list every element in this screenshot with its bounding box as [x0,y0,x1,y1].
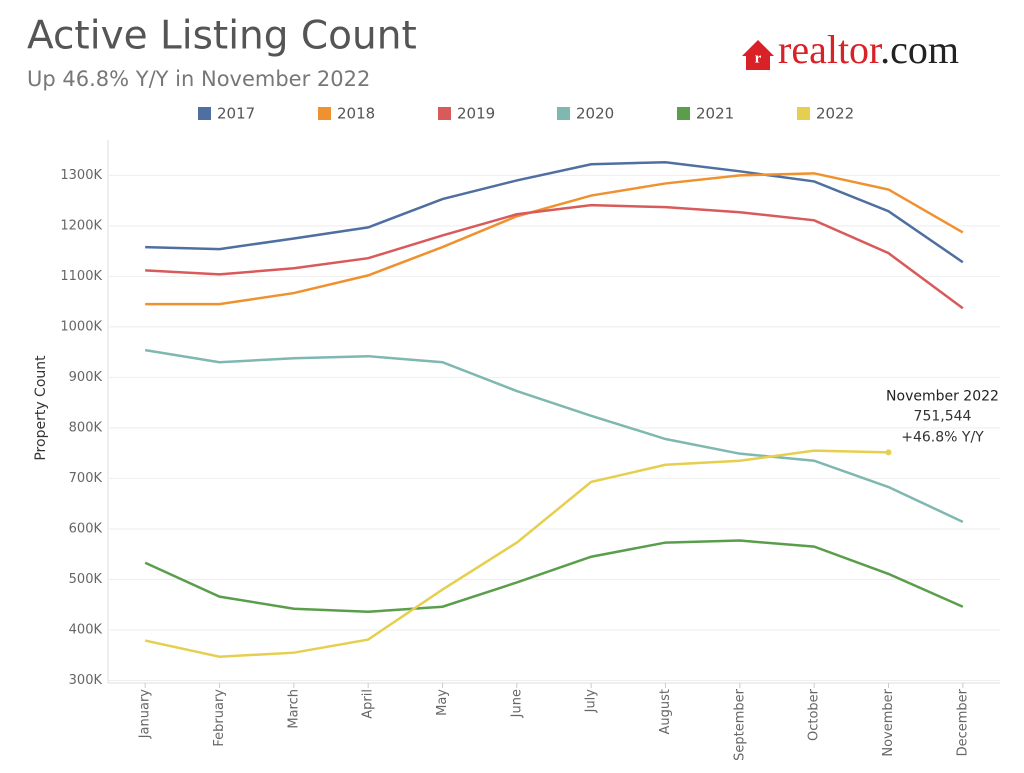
legend-swatch [797,107,810,120]
x-tick-label: July [584,689,599,714]
x-tick-label: June [509,689,524,718]
series-line [144,449,889,658]
series-line [145,160,964,264]
x-tick-label: November [881,688,896,756]
series-line [144,539,964,614]
y-axis-label: Property Count [33,355,49,461]
logo-text: realtor.com [778,27,959,72]
x-tick-label: October [807,688,822,741]
logo: r realtor.com [742,27,959,72]
legend-swatch [557,107,570,120]
y-tick-label: 700K [69,471,103,486]
y-tick-label: 1000K [60,319,102,334]
y-tick-label: 500K [69,572,103,587]
annotation-text: +46.8% Y/Y [901,429,984,445]
legend-label: 2021 [696,105,734,123]
y-tick-label: 400K [69,622,103,637]
y-tick-label: 600K [69,521,103,536]
logo-icon-letter: r [755,50,762,66]
data-label: 751,544 [914,408,972,424]
series-line [145,172,964,306]
x-tick-label: April [361,689,376,719]
legend-label: 2017 [217,105,255,123]
legend-label: 2020 [576,105,614,123]
y-tick-label: 900K [69,370,103,385]
series-line [145,203,964,310]
y-tick-label: 1100K [60,269,102,284]
logo-suffix: .com [880,27,959,72]
legend-swatch [198,107,211,120]
annotation-title: November 2022 [886,388,999,404]
legend-swatch [318,107,331,120]
x-tick-label: September [732,688,747,761]
x-tick-label: January [138,689,153,740]
legend-label: 2019 [457,105,495,123]
chart-subtitle: Up 46.8% Y/Y in November 2022 [27,67,370,91]
x-tick-label: August [658,689,673,735]
chart-title: Active Listing Count [27,14,417,59]
x-tick-label: December [955,688,970,756]
legend-swatch [438,107,451,120]
y-tick-label: 1300K [60,168,102,183]
y-tick-label: 800K [69,420,103,435]
x-tick-label: May [435,689,450,716]
legend-label: 2018 [337,105,375,123]
y-tick-label: 300K [69,673,103,688]
highlight-point [885,449,892,456]
x-tick-label: February [212,689,227,747]
series-line [144,348,964,523]
x-tick-label: March [286,689,301,729]
legend-swatch [677,107,690,120]
y-tick-label: 1200K [60,218,102,233]
legend-label: 2022 [816,105,854,123]
logo-house [742,40,774,70]
logo-main: realtor [778,27,882,72]
